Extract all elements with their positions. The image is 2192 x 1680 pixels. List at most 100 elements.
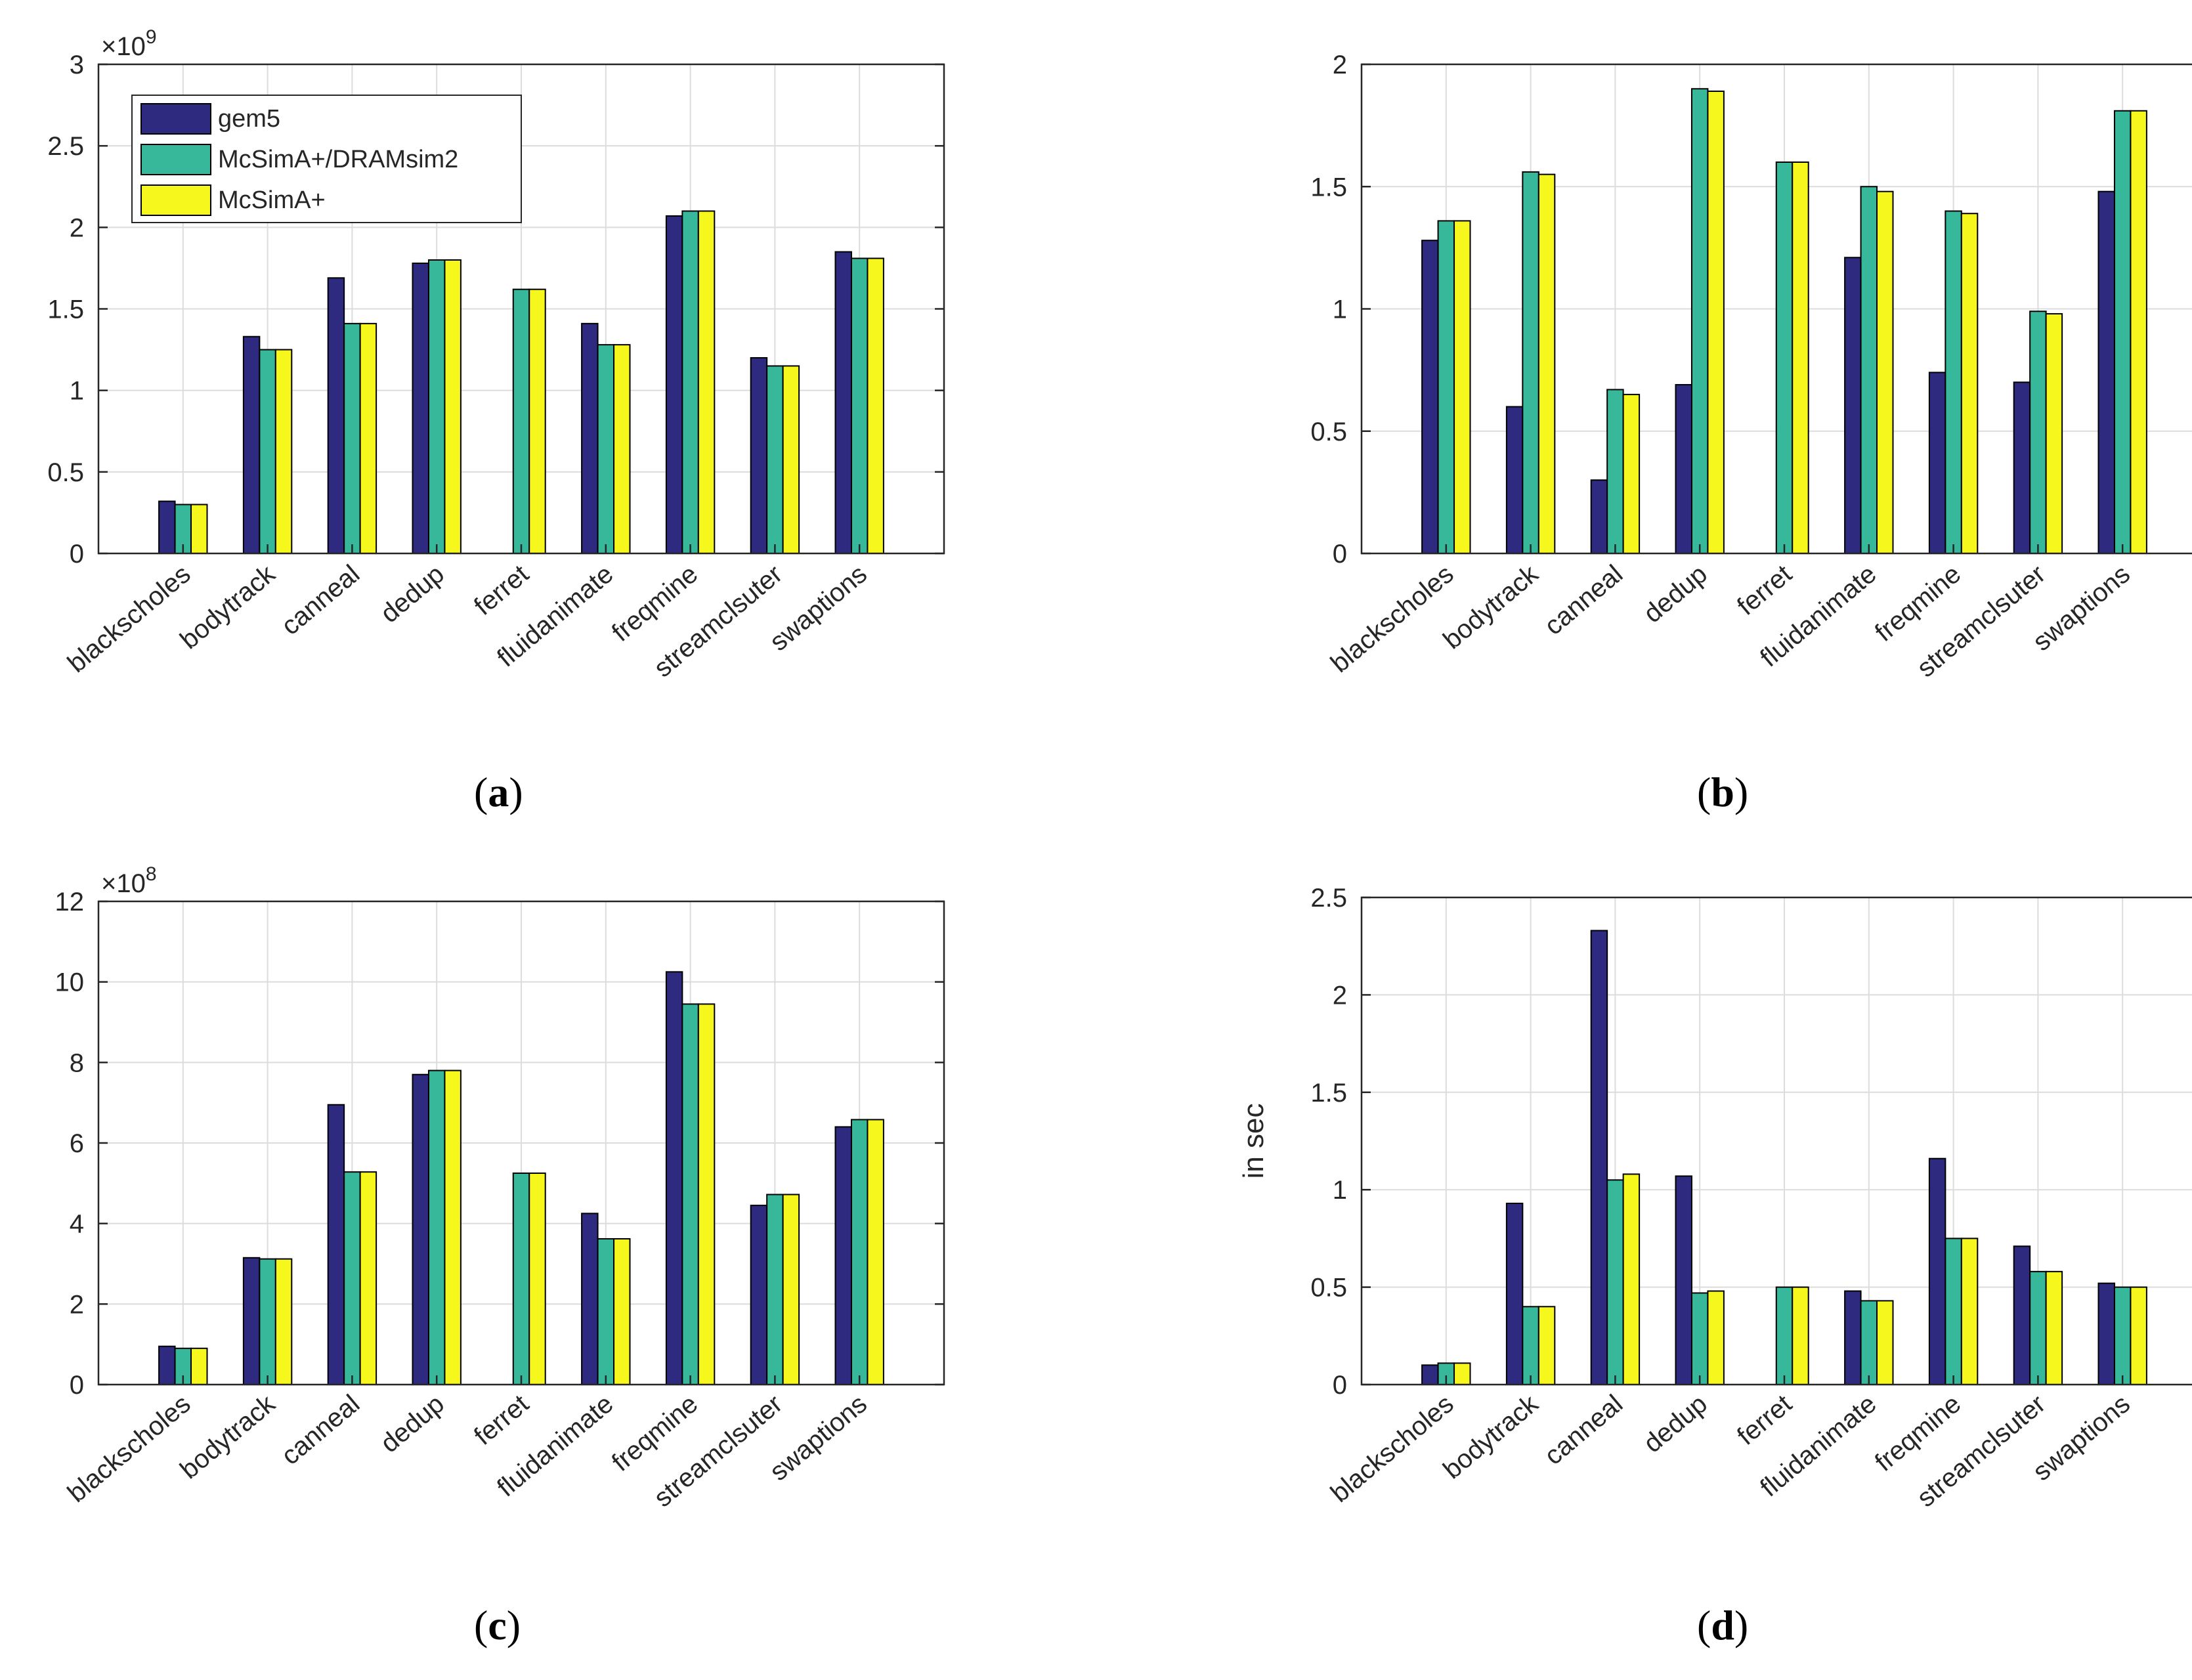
x-tick-label: bodytrack <box>1438 1389 1544 1485</box>
y-tick-label: 12 <box>55 888 85 916</box>
y-tick-label: 0 <box>70 1371 84 1400</box>
x-tick-label: dedup <box>1638 559 1712 628</box>
bar-mcsim_dramsim2-dedup <box>1690 1292 1709 1386</box>
bar-mcsim-streamclsuter <box>2045 312 2063 554</box>
caption-a-letter: a <box>488 769 509 815</box>
caption-b: (b) <box>1697 769 1749 815</box>
y-tick-label: 1 <box>1333 1176 1347 1205</box>
bar-mcsim_dramsim2-swaptions <box>2113 1286 2132 1385</box>
legend-item-gem5: gem5 <box>140 98 280 139</box>
y-tick-label: 0 <box>1333 540 1347 569</box>
bar-mcsim-fluidanimate <box>1876 190 1894 554</box>
bar-gem5-fluidanimate <box>581 1213 599 1385</box>
bar-mcsim-canneal <box>359 1171 377 1385</box>
y-tick-label: 2 <box>1333 51 1347 79</box>
bar-mcsim_dramsim2-swaptions <box>2113 110 2132 554</box>
bar-mcsim-canneal <box>1622 393 1641 554</box>
bar-mcsim_dramsim2-swaptions <box>850 1119 869 1385</box>
bar-mcsim_dramsim2-freqmine <box>1945 1238 1962 1386</box>
bar-mcsim-streamclsuter <box>2045 1270 2063 1386</box>
bar-mcsim_dramsim2-streamclsuter <box>2029 1270 2047 1386</box>
bar-mcsim-ferret <box>528 1173 546 1385</box>
bar-mcsim-bodytrack <box>274 1258 293 1386</box>
bar-mcsim-fluidanimate <box>1876 1300 1894 1385</box>
bar-gem5-bodytrack <box>242 1257 261 1385</box>
bar-mcsim-bodytrack <box>1537 173 1556 554</box>
bar-gem5-streamclsuter <box>2013 381 2031 554</box>
bar-mcsim_dramsim2-freqmine <box>681 1003 699 1385</box>
bar-mcsim_dramsim2-ferret <box>1775 162 1794 554</box>
bar-group <box>158 210 884 555</box>
bar-gem5-fluidanimate <box>581 322 599 554</box>
bar-mcsim_dramsim2-canneal <box>343 1171 361 1385</box>
y-tick-label: 2 <box>1333 981 1347 1010</box>
x-tick-label: canneal <box>1539 1389 1629 1471</box>
bar-mcsim_dramsim2-streamclsuter <box>2029 311 2047 554</box>
bar-gem5-bodytrack <box>1505 1202 1524 1385</box>
bar-mcsim_dramsim2-blackscholes <box>1437 220 1455 554</box>
y-exponent-power: 8 <box>146 863 157 885</box>
bar-mcsim-canneal <box>359 322 377 554</box>
bar-gem5-canneal <box>327 1104 345 1385</box>
legend-swatch-gem5 <box>140 103 211 135</box>
bar-mcsim_dramsim2-fluidanimate <box>1860 1300 1878 1385</box>
bar-mcsim-dedup <box>1707 90 1725 555</box>
y-tick-label: 8 <box>70 1048 84 1077</box>
x-tick-label: dedup <box>375 1389 449 1458</box>
bar-mcsim-fluidanimate <box>613 344 631 555</box>
bar-mcsim-streamclsuter <box>782 1194 800 1385</box>
y-tick-label: 2 <box>70 213 84 242</box>
bar-mcsim-swaptions <box>2130 1286 2147 1385</box>
bar-gem5-bodytrack <box>242 335 261 554</box>
bar-gem5-dedup <box>1675 1175 1692 1385</box>
bar-mcsim_dramsim2-bodytrack <box>259 349 276 554</box>
x-tick-label: canneal <box>1539 559 1629 641</box>
bar-mcsim_dramsim2-bodytrack <box>1522 1306 1539 1386</box>
x-tick-label: canneal <box>276 1389 366 1471</box>
chart-a-svg: 0 0.5 1 1.5 2 2.5 3 blackscholesbodytrackcannea… <box>47 26 945 683</box>
y-tick-label: 4 <box>70 1210 84 1239</box>
chart-legend: gem5 McSimA+/DRAMsim2 McSimA+ <box>131 95 522 223</box>
bar-mcsim-bodytrack <box>1537 1306 1556 1386</box>
bar-mcsim-bodytrack <box>274 349 293 554</box>
y-tick-label: 0.5 <box>47 458 84 487</box>
bar-mcsim-blackscholes <box>190 1347 208 1385</box>
bar-mcsim-ferret <box>528 288 546 554</box>
bar-mcsim-freqmine <box>1960 1238 1979 1386</box>
bar-gem5-blackscholes <box>1421 1364 1439 1386</box>
bar-mcsim-blackscholes <box>1453 1362 1471 1385</box>
y-tick-label: 6 <box>70 1129 84 1158</box>
caption-d-letter: d <box>1711 1602 1734 1648</box>
bar-mcsim_dramsim2-freqmine <box>681 210 699 554</box>
y-tick-label: 0 <box>70 540 84 569</box>
bar-gem5-dedup <box>412 262 429 554</box>
bar-gem5-streamclsuter <box>750 357 768 554</box>
y-exponent-power: 9 <box>146 26 157 48</box>
caption-c: (c) <box>474 1602 521 1648</box>
bar-mcsim-ferret <box>1792 1286 1809 1385</box>
y-axis-label: in sec <box>1237 1104 1270 1179</box>
bar-mcsim-blackscholes <box>190 504 208 554</box>
bar-gem5-freqmine <box>1928 1157 1946 1385</box>
bar-gem5-canneal <box>327 277 345 554</box>
legend-item-mcsim-dramsim2: McSimA+/DRAMsim2 <box>140 139 458 180</box>
y-tick-label: 1 <box>1333 295 1347 324</box>
chart-panel-b: 0 0.5 1 1.5 2 blackscholes bodytrack canneal ded… <box>1096 0 2192 840</box>
bar-gem5-dedup <box>412 1073 429 1385</box>
bar-gem5-swaptions <box>834 251 852 554</box>
y-tick-label: 2 <box>70 1290 84 1319</box>
bar-mcsim-blackscholes <box>1453 220 1471 554</box>
bar-mcsim_dramsim2-canneal <box>343 322 361 554</box>
legend-label-mcsim-dramsim2: McSimA+/DRAMsim2 <box>218 145 459 173</box>
chart-panel-c: 0 2 4 6 8 10 12 blackscholes bodytrack canneal ded… <box>0 840 1096 1680</box>
bar-mcsim_dramsim2-dedup <box>427 259 446 554</box>
legend-label-gem5: gem5 <box>218 104 281 133</box>
bar-mcsim_dramsim2-canneal <box>1606 1179 1624 1385</box>
bar-mcsim-freqmine <box>697 210 716 554</box>
x-tick-label: bodytrack <box>1438 559 1544 655</box>
bar-mcsim-swaptions <box>2130 110 2147 554</box>
x-tick-label: dedup <box>1638 1389 1712 1458</box>
bar-mcsim_dramsim2-bodytrack <box>1522 171 1539 554</box>
bar-mcsim_dramsim2-ferret <box>512 288 530 554</box>
